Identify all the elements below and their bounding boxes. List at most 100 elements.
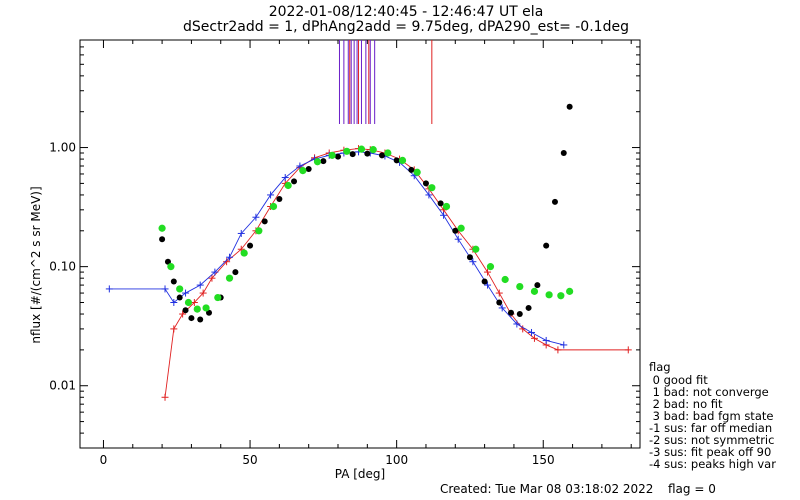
series-2-dot-16 — [335, 153, 342, 160]
series-1-point-28 — [542, 336, 550, 344]
series-3-dot-22 — [442, 202, 451, 211]
series-1-point-8 — [252, 213, 260, 221]
series-2-dot-31 — [534, 282, 541, 289]
series-2-dot-27 — [496, 299, 503, 306]
series-2-dot-5 — [188, 315, 195, 322]
series-3-dot-0 — [158, 224, 166, 232]
series-0-point-24 — [484, 268, 492, 276]
series-0-point-28 — [530, 334, 538, 342]
series-2-dot-22 — [422, 180, 429, 187]
series-1-point-7 — [237, 229, 245, 237]
series-2-dot-24 — [452, 227, 459, 234]
series-2-dot-33 — [551, 198, 558, 205]
series-2-dot-23 — [437, 200, 444, 207]
series-2-dot-0 — [159, 236, 166, 243]
series-3-dot-3 — [184, 298, 193, 307]
series-2-dot-13 — [291, 178, 298, 185]
series-3-dot-23 — [457, 224, 465, 232]
series-1-point-26 — [513, 320, 521, 328]
series-1-point-27 — [528, 328, 536, 336]
series-2-dot-28 — [507, 309, 514, 316]
series-2-dot-10 — [247, 242, 254, 249]
series-0-point-30 — [554, 346, 562, 354]
series-1-point-24 — [484, 281, 492, 289]
series-2-dot-29 — [516, 311, 523, 318]
series-2-dot-20 — [393, 157, 400, 164]
series-2-dot-30 — [525, 304, 532, 311]
chart-title-line-1: 2022-01-08/12:40:45 - 12:46:47 UT ela — [269, 4, 544, 20]
series-3-dot-5 — [202, 304, 210, 312]
series-0-point-6 — [223, 258, 231, 266]
footer-created: Created: Tue Mar 08 03:18:02 2022 — [440, 482, 653, 496]
legend-entry-0: 0 good fit — [649, 373, 708, 387]
series-3-dot-1 — [167, 263, 175, 271]
y-axis-label: nflux [#/(cm^2 s sr MeV)] — [29, 186, 43, 343]
legend-entry-6: -3 sus: fit peak off 90 — [649, 445, 771, 459]
series-1-point-20 — [425, 191, 433, 199]
series-3-dot-6 — [214, 293, 222, 302]
x-tick-label-2: 100 — [385, 453, 408, 467]
series-3-dot-24 — [472, 245, 480, 253]
series-2-dot-15 — [320, 158, 327, 165]
series-2-dot-11 — [261, 218, 268, 225]
series-1-point-5 — [211, 268, 219, 276]
series-0-point-31 — [624, 346, 632, 354]
x-tick-label-1: 50 — [242, 453, 257, 467]
series-2-dot-4 — [182, 307, 189, 314]
legend-entry-4: -1 sus: far off median — [649, 421, 772, 435]
plot-frame — [79, 39, 641, 449]
series-1-point-21 — [440, 211, 448, 219]
series-2-dot-14 — [305, 166, 312, 173]
series-2-dot-32 — [543, 242, 550, 249]
series-1-point-6 — [226, 253, 234, 261]
series-line-1 — [109, 151, 564, 346]
series-3-dot-9 — [255, 227, 263, 235]
legend-entry-2: 2 bad: no fit — [649, 397, 723, 411]
series-2-dot-3 — [176, 294, 183, 301]
series-2-dot-12 — [276, 195, 283, 202]
series-2-dot-34 — [560, 149, 567, 156]
series-1-point-25 — [498, 304, 506, 312]
series-2-dot-18 — [364, 150, 371, 157]
series-2-dot-21 — [408, 166, 415, 173]
series-3-dot-18 — [384, 149, 392, 157]
legend-title: flag — [649, 360, 671, 374]
series-1-point-23 — [469, 258, 477, 266]
series-0-point-5 — [208, 274, 216, 282]
series-3-dot-4 — [193, 305, 201, 313]
series-1-point-11 — [296, 162, 304, 170]
legend-entry-1: 1 bad: not converge — [649, 385, 769, 399]
series-3-dot-17 — [369, 146, 377, 154]
series-1-point-1 — [161, 285, 169, 293]
series-2-dot-9 — [232, 269, 239, 276]
series-3-dot-11 — [284, 181, 292, 190]
footer-flag: flag = 0 — [668, 482, 716, 496]
series-3-dot-29 — [545, 291, 553, 299]
series-3-dot-27 — [516, 282, 524, 291]
series-3-dot-2 — [176, 285, 184, 293]
series-1-point-0 — [105, 285, 113, 293]
legend-entry-5: -2 sus: not symmetric — [649, 433, 774, 447]
series-2-dot-7 — [206, 309, 213, 316]
series-1-point-3 — [182, 289, 190, 297]
x-tick-label-0: 0 — [100, 453, 108, 467]
series-3-dot-12 — [299, 167, 307, 175]
series-2-dot-26 — [481, 278, 488, 285]
series-3-dot-19 — [398, 156, 407, 164]
series-0-point-1 — [170, 325, 178, 333]
series-3-dot-30 — [557, 292, 565, 300]
series-1-point-2 — [170, 298, 178, 306]
series-3-dot-28 — [530, 287, 539, 295]
series-1-point-29 — [560, 341, 568, 349]
series-2-dot-1 — [164, 258, 171, 265]
series-2-dot-35 — [566, 103, 573, 110]
series-3-dot-7 — [225, 274, 234, 282]
series-2-dot-19 — [378, 152, 385, 159]
legend-entry-7: -4 sus: peaks high var — [649, 457, 776, 471]
series-2-dot-6 — [197, 316, 204, 323]
series-0-point-2 — [179, 310, 187, 318]
chart-title-line-2: dSectr2add = 1, dPhAng2add = 9.75deg, dP… — [183, 19, 629, 35]
series-1-point-22 — [454, 235, 462, 243]
series-3-dot-13 — [313, 158, 322, 166]
